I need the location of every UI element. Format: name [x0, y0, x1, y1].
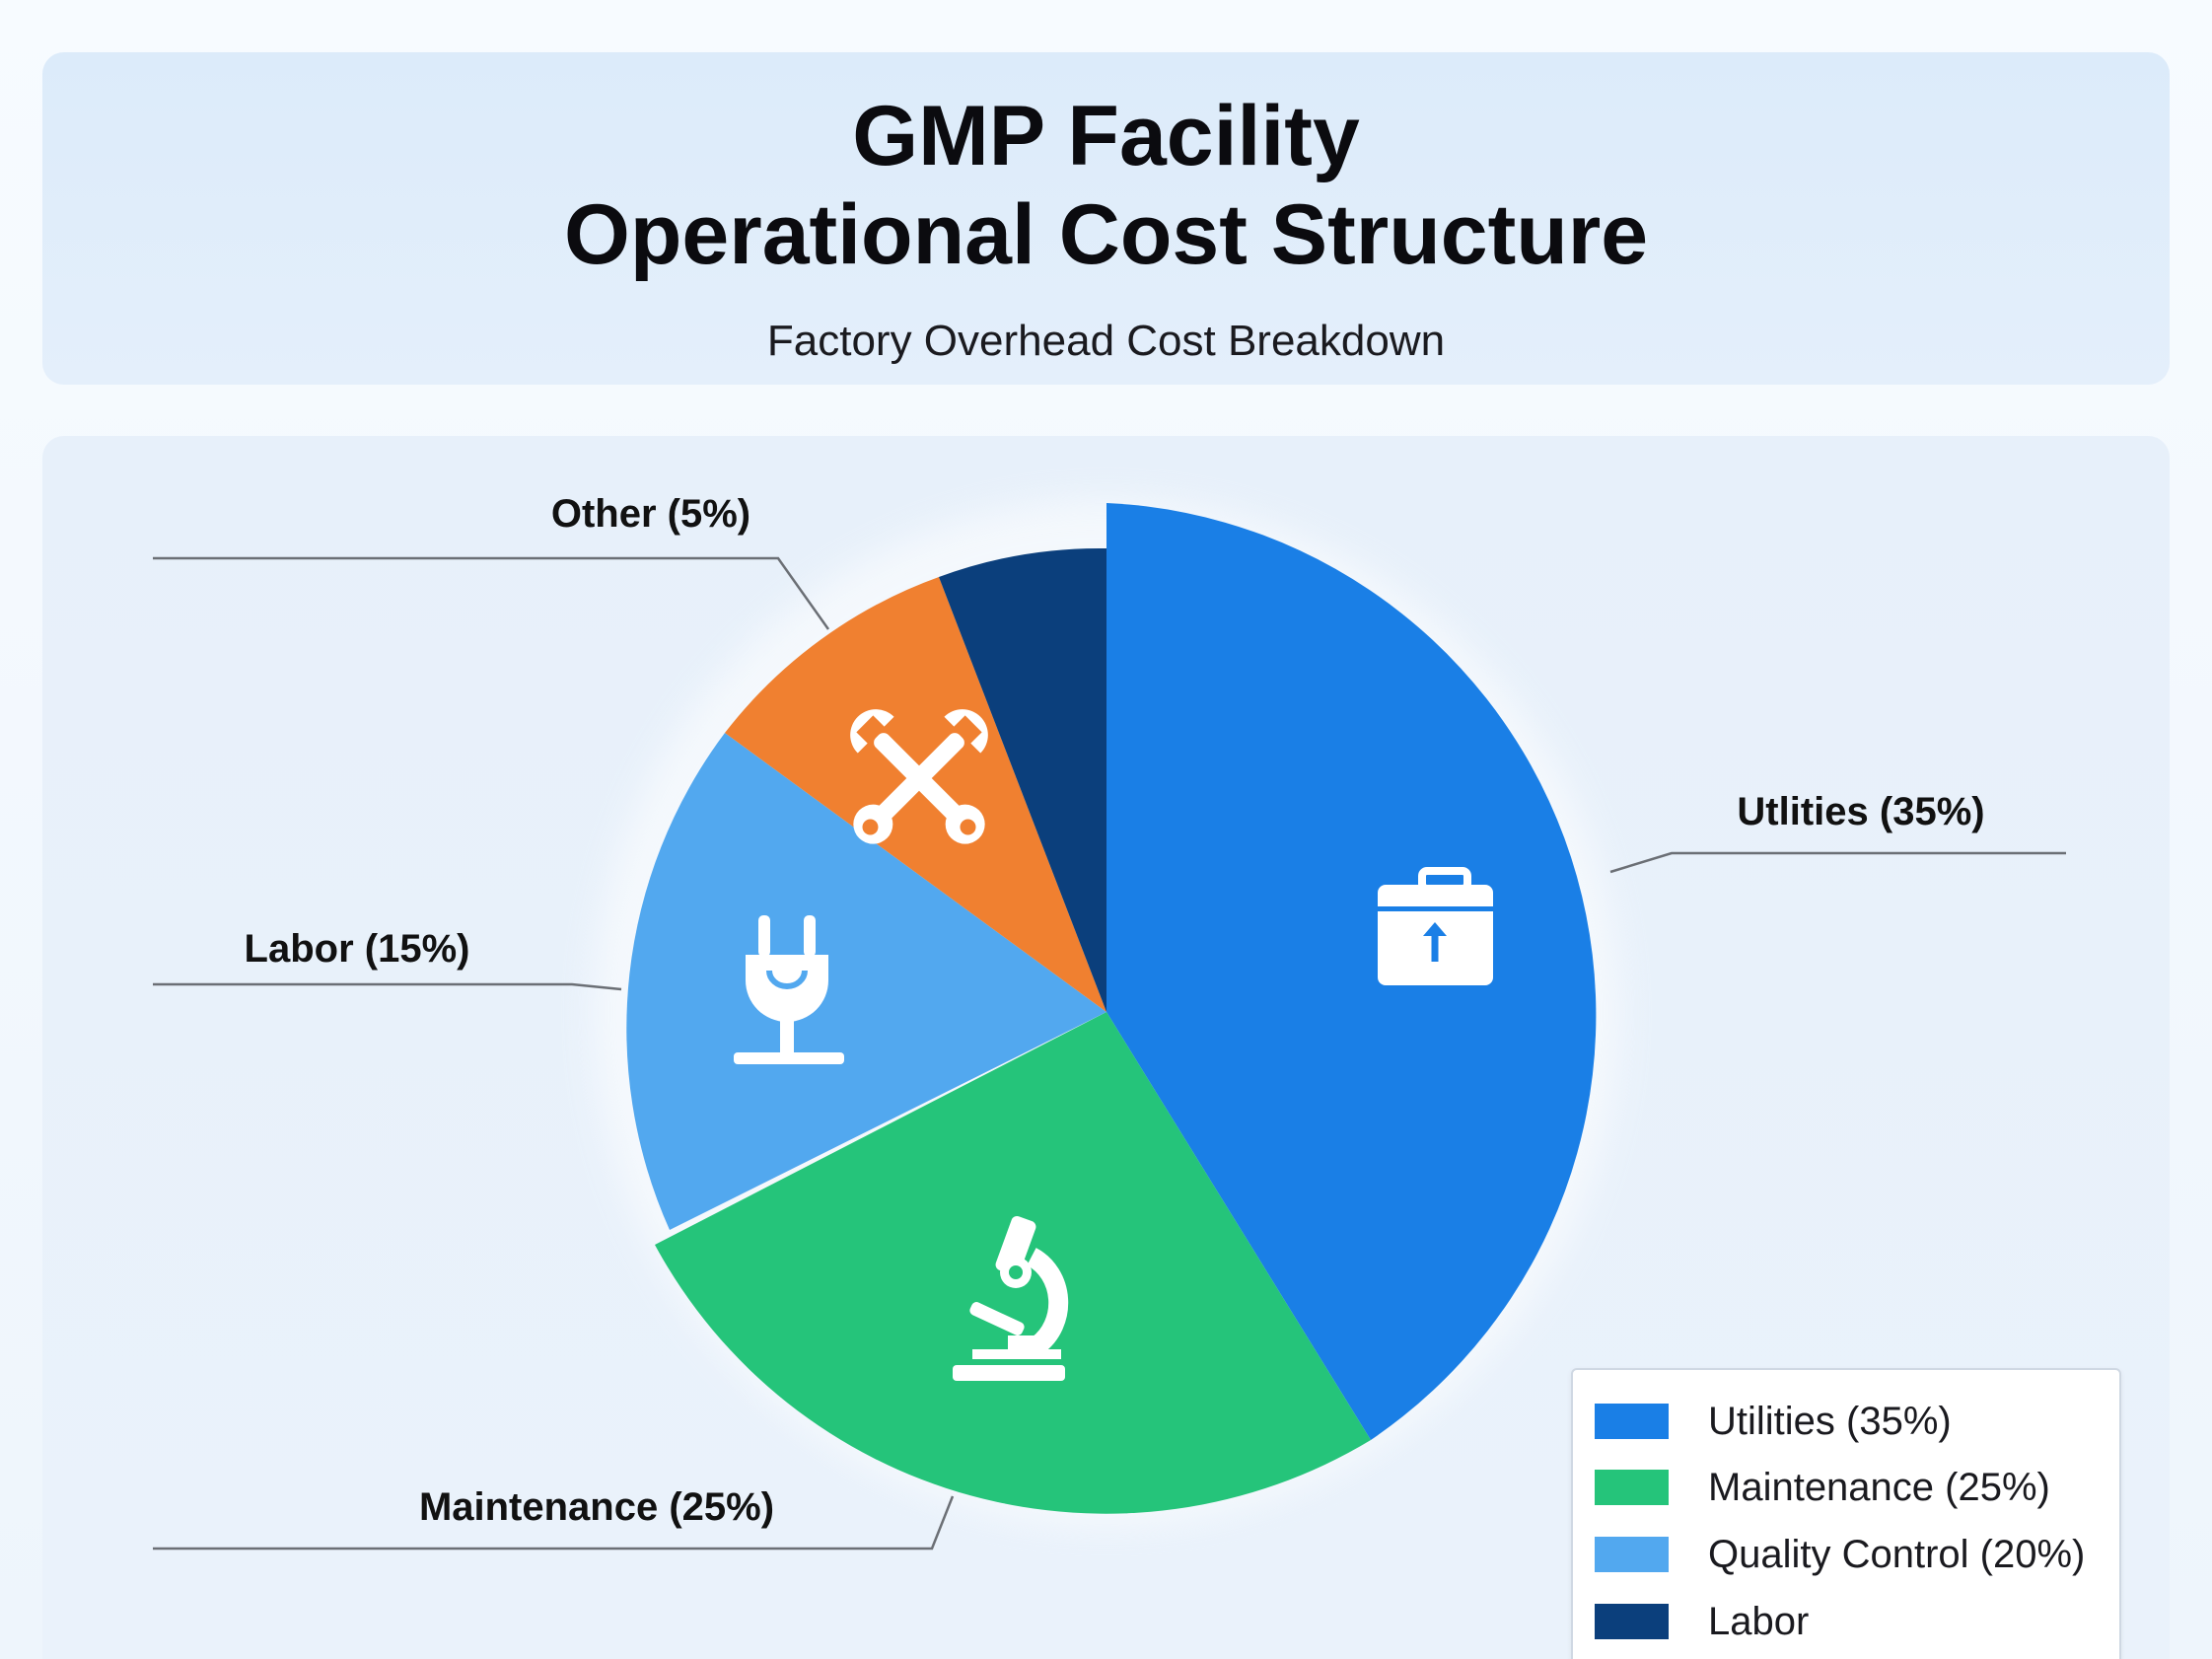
pie-slice-orange[interactable] — [725, 577, 1106, 1012]
legend-swatch — [1595, 1470, 1669, 1505]
microscope-icon — [953, 1215, 1069, 1381]
leader-line-utilities — [1609, 851, 2066, 874]
title-line-2: Operational Cost Structure — [563, 187, 1649, 282]
title-block: GMP Facility Operational Cost Structure — [42, 87, 2170, 284]
legend-label: Utilities (35%) — [1708, 1399, 1952, 1443]
title-line-1: GMP Facility — [852, 89, 1360, 183]
slice-label-other: Other (5%) — [551, 492, 750, 536]
wrench-icon — [850, 709, 988, 844]
legend-item-maintenance: Maintenance (25%) — [1595, 1458, 2050, 1517]
pie-slice-other[interactable] — [939, 547, 1106, 1012]
legend-label: Maintenance (25%) — [1708, 1465, 2050, 1509]
legend: Utilities (35%) Maintenance (25%) Qualit… — [1571, 1368, 2121, 1659]
leader-line-other — [153, 556, 830, 630]
header-banner: GMP Facility Operational Cost Structure … — [42, 52, 2170, 385]
plug-icon — [734, 915, 844, 1064]
slice-label-labor: Labor (15%) — [245, 927, 470, 971]
subtitle: Factory Overhead Cost Breakdown — [766, 317, 1446, 365]
legend-label: Labor — [1708, 1599, 1810, 1643]
legend-label: Quality Control (20%) — [1708, 1532, 2086, 1576]
slice-label-utilities: Utlities (35%) — [1737, 790, 1984, 833]
legend-swatch — [1595, 1537, 1669, 1572]
pie-slice-utilities[interactable] — [1106, 503, 1597, 1440]
leader-line-maintenance — [153, 1495, 955, 1551]
legend-item-quality-control: Quality Control (20%) — [1595, 1525, 2085, 1584]
toolbox-icon — [1378, 867, 1493, 985]
leader-line-labor — [153, 982, 622, 991]
legend-item-labor: Labor — [1595, 1592, 1809, 1651]
legend-swatch — [1595, 1604, 1669, 1639]
slice-label-maintenance: Maintenance (25%) — [419, 1485, 774, 1529]
legend-item-utilities: Utilities (35%) — [1595, 1392, 1952, 1451]
pie-slice-labor[interactable] — [626, 733, 1106, 1230]
legend-swatch — [1595, 1404, 1669, 1439]
